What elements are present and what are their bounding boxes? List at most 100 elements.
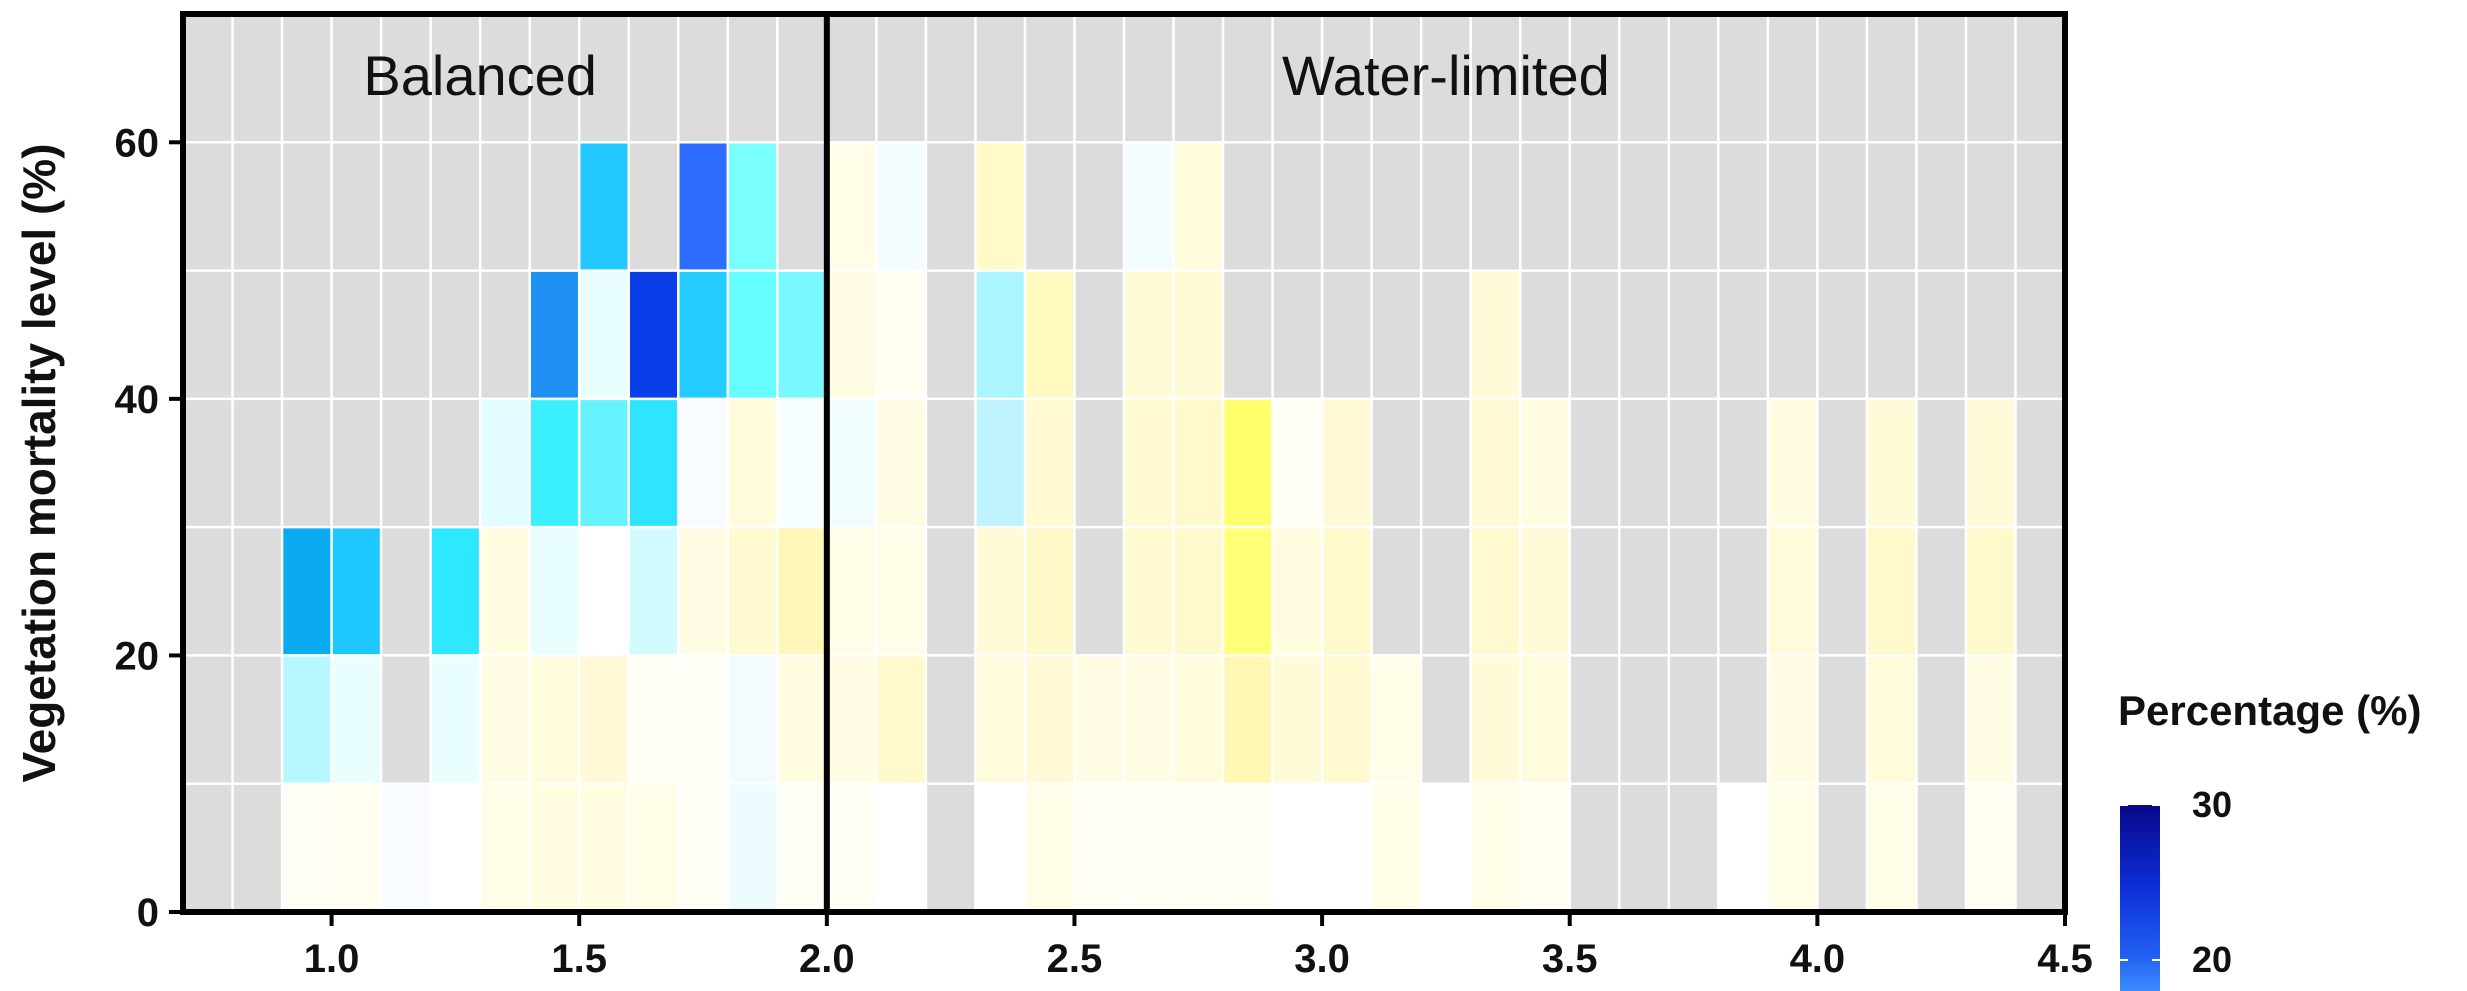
heatmap-cell: [1074, 783, 1124, 912]
heatmap-cell: [1223, 655, 1273, 784]
heatmap-cell: [579, 783, 629, 912]
heatmap-cell: [1272, 655, 1323, 784]
heatmap-cell: [1965, 783, 2016, 912]
heatmap-cell: [480, 398, 530, 528]
heatmap-cell: [579, 142, 629, 271]
heatmap-cell: [1024, 527, 1075, 656]
heatmap-cell: [1470, 398, 1521, 528]
y-axis-ticks: 0 20 40 60: [115, 121, 183, 935]
heatmap-cell: [1173, 527, 1224, 656]
heatmap-cell: [1272, 398, 1323, 528]
heatmap-cell: [1223, 398, 1273, 528]
heatmap-cell: [975, 783, 1025, 912]
heatmap-cell: [529, 398, 580, 528]
heatmap-cell: [579, 655, 629, 784]
heatmap-cell: [381, 783, 431, 912]
heatmap-cell: [1124, 655, 1174, 784]
heatmap-cell: [579, 398, 629, 528]
region-label-water-limited: Water-limited: [1282, 44, 1610, 107]
heatmap-cell: [1520, 398, 1570, 528]
heatmap-cell: [430, 655, 481, 784]
y-axis-title: Vegetation mortality level (%): [13, 143, 65, 782]
heatmap-cell: [975, 142, 1025, 271]
heatmap-cell: [1124, 398, 1174, 528]
heatmap-cell: [876, 270, 926, 399]
heatmap-cell: [1767, 398, 1818, 528]
heatmap-cell: [876, 398, 926, 528]
heatmap-cell: [1173, 398, 1224, 528]
x-tick-label: 1.5: [551, 937, 607, 981]
heatmap-cell: [678, 783, 728, 912]
heatmap-cell: [1322, 527, 1372, 656]
heatmap-cell: [1322, 655, 1372, 784]
heatmap-cell: [1866, 398, 1917, 528]
heatmap-cell: [1965, 655, 2016, 784]
heatmap-cell: [1124, 270, 1174, 399]
heatmap-cell: [777, 655, 827, 784]
heatmap-cell: [975, 527, 1025, 656]
heatmap-cell: [480, 655, 530, 784]
heatmap-cell: [876, 783, 926, 912]
heatmap-cell: [975, 398, 1025, 528]
plot-panel-border: [180, 11, 2068, 915]
x-tick-label: 4.0: [1790, 937, 1846, 981]
heatmap-cell: [628, 270, 679, 399]
heatmap-cell: [1223, 527, 1273, 656]
heatmap-cell: [826, 398, 877, 528]
heatmap-cell: [678, 142, 728, 271]
heatmap-cell: [1470, 527, 1521, 656]
heatmap-cell: [1866, 655, 1917, 784]
heatmap-cell: [282, 655, 332, 784]
heatmap-cell: [331, 527, 382, 656]
heatmap-cell: [1272, 783, 1323, 912]
heatmap-cell: [282, 783, 332, 912]
legend-colorbar: [2120, 805, 2160, 991]
heatmap-cell: [1520, 655, 1570, 784]
heatmap-cell: [678, 527, 728, 656]
heatmap-cell: [1767, 783, 1818, 912]
heatmap-cell: [628, 398, 679, 528]
heatmap-cell: [1965, 398, 2016, 528]
heatmap-cell: [1124, 142, 1174, 271]
heatmap-cell: [727, 655, 778, 784]
heatmap-cell: [777, 783, 827, 912]
heatmap-cell: [430, 783, 481, 912]
heatmap-cell: [826, 270, 877, 399]
legend-tick-label: 20: [2192, 939, 2232, 980]
y-tick-label: 20: [115, 634, 160, 678]
heatmap-cell: [727, 783, 778, 912]
heatmap-cell: [1371, 655, 1422, 784]
heatmap-cell: [1173, 270, 1224, 399]
heatmap-cell: [1767, 527, 1818, 656]
heatmap-cell: [777, 527, 827, 656]
heatmap-cell: [1470, 270, 1521, 399]
heatmap-cell: [1866, 783, 1917, 912]
heatmap-cell: [826, 527, 877, 656]
heatmap-cell: [1024, 655, 1075, 784]
y-tick-label: 60: [115, 121, 160, 165]
heatmap-cell: [1272, 527, 1323, 656]
x-tick-label: 3.5: [1542, 937, 1598, 981]
heatmap-cell: [826, 783, 877, 912]
heatmap-cell: [282, 527, 332, 656]
heatmap-cell: [529, 527, 580, 656]
heatmap-cell: [628, 655, 679, 784]
heatmap-cell: [1322, 398, 1372, 528]
heatmap-cell: [1223, 783, 1273, 912]
heatmap-cell: [628, 527, 679, 656]
x-tick-label: 4.5: [2037, 937, 2093, 981]
heatmap-cell: [331, 655, 382, 784]
heatmap-cell: [1173, 142, 1224, 271]
heatmap-cell: [529, 783, 580, 912]
heatmap-cell: [1421, 783, 1471, 912]
heatmap-cell: [1470, 783, 1521, 912]
grid-lines: [183, 14, 2065, 912]
heatmap-cell: [678, 398, 728, 528]
x-tick-label: 1.0: [304, 937, 360, 981]
heatmap-cell: [678, 270, 728, 399]
region-label-balanced: Balanced: [363, 44, 597, 107]
heatmap-cell: [1173, 783, 1224, 912]
x-axis-ticks: 1.0 1.5 2.0 2.5 3.0 3.5 4.0 4.5: [304, 912, 2093, 981]
x-tick-label: 3.0: [1294, 937, 1350, 981]
